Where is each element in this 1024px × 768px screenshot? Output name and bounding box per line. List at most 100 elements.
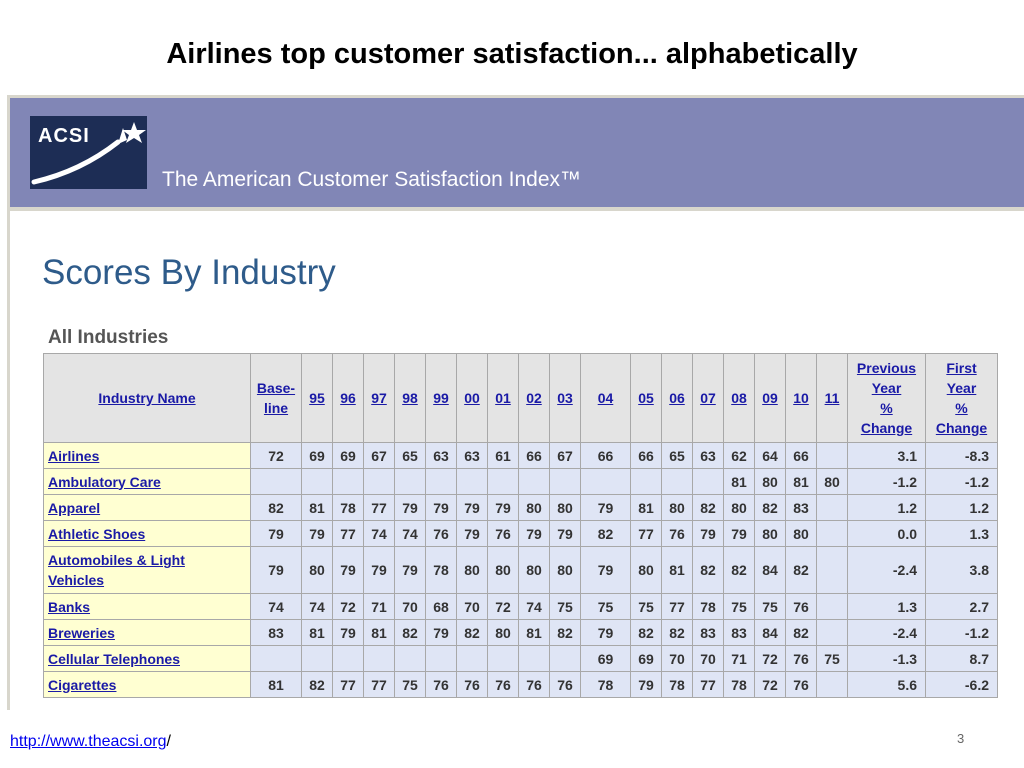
- industry-link[interactable]: Cellular Telephones: [48, 650, 180, 667]
- header-year[interactable]: 09: [754, 353, 786, 443]
- table-row: Automobiles & Light Vehicles 79 80 79 79 79 78 8…: [43, 546, 998, 594]
- header-first-line4: Change: [935, 420, 988, 436]
- sort-year-link[interactable]: 98: [402, 390, 418, 406]
- year-score-cell: [816, 619, 848, 646]
- header-year[interactable]: 06: [661, 353, 693, 443]
- year-score-cell: 77: [363, 671, 395, 698]
- sort-year-link[interactable]: 96: [340, 390, 356, 406]
- industry-name-cell: Breweries: [43, 619, 251, 646]
- sort-year-link[interactable]: 05: [638, 390, 654, 406]
- year-score-cell: [549, 645, 581, 672]
- header-baseline[interactable]: Base-line: [250, 353, 302, 443]
- header-year[interactable]: 98: [394, 353, 426, 443]
- industry-link[interactable]: Apparel: [48, 499, 101, 516]
- sort-year-link[interactable]: 02: [526, 390, 542, 406]
- industry-name-line2: Vehicles: [48, 572, 105, 588]
- year-score-cell: 76: [487, 520, 519, 547]
- sort-year-link[interactable]: 11: [824, 390, 840, 406]
- header-year[interactable]: 07: [692, 353, 724, 443]
- previous-year-change-cell: 5.6: [847, 671, 926, 698]
- industry-link[interactable]: Ambulatory Care: [48, 473, 161, 490]
- industry-name-cell: Apparel: [43, 494, 251, 521]
- sort-year-link[interactable]: 01: [495, 390, 511, 406]
- industry-link[interactable]: Banks: [48, 598, 91, 615]
- year-score-cell: 71: [363, 593, 395, 620]
- header-year[interactable]: 02: [518, 353, 550, 443]
- previous-year-change-cell: 3.1: [847, 442, 926, 469]
- header-year[interactable]: 04: [580, 353, 631, 443]
- acsi-website-link[interactable]: http://www.theacsi.org: [10, 733, 167, 750]
- header-year[interactable]: 96: [332, 353, 364, 443]
- year-score-cell: 79: [394, 494, 426, 521]
- sort-year-link[interactable]: 99: [433, 390, 449, 406]
- year-score-cell: 81: [785, 468, 817, 495]
- header-year[interactable]: 05: [630, 353, 662, 443]
- industry-name-cell: Ambulatory Care: [43, 468, 251, 495]
- sort-year-link[interactable]: 08: [731, 390, 747, 406]
- year-score-cell: 66: [518, 442, 550, 469]
- year-score-cell: 79: [580, 619, 631, 646]
- year-score-cell: 64: [754, 442, 786, 469]
- header-first-year-change[interactable]: First Year% Change: [925, 353, 998, 443]
- header-year[interactable]: 10: [785, 353, 817, 443]
- header-industry-name[interactable]: Industry Name: [43, 353, 251, 443]
- year-score-cell: 76: [785, 671, 817, 698]
- industry-name-cell: Automobiles & Light Vehicles: [43, 546, 251, 594]
- header-year[interactable]: 03: [549, 353, 581, 443]
- year-score-cell: 66: [580, 442, 631, 469]
- year-score-cell: 69: [301, 442, 333, 469]
- industry-link[interactable]: Cigarettes: [48, 676, 117, 693]
- sort-year-link[interactable]: 00: [464, 390, 480, 406]
- year-score-cell: 66: [785, 442, 817, 469]
- sort-previous-change-link[interactable]: Previous Year% Change: [848, 358, 925, 438]
- industry-link[interactable]: Breweries: [48, 624, 115, 641]
- industry-link[interactable]: Athletic Shoes: [48, 525, 146, 542]
- header-year[interactable]: 99: [425, 353, 457, 443]
- year-score-cell: 74: [363, 520, 395, 547]
- table-row: Cellular Telephones 69 69 70 70 71 72 76 75 -1.3 8…: [43, 645, 998, 672]
- year-score-cell: 82: [723, 546, 755, 594]
- sort-year-link[interactable]: 95: [309, 390, 325, 406]
- sort-baseline-link[interactable]: Base-line: [251, 378, 301, 418]
- previous-year-change-cell: -1.2: [847, 468, 926, 495]
- sort-year-link[interactable]: 04: [597, 390, 614, 406]
- year-score-cell: 81: [363, 619, 395, 646]
- header-row: Industry Name Base-line 95 96 97 98 99 0…: [43, 353, 998, 443]
- sort-year-link[interactable]: 06: [669, 390, 685, 406]
- year-score-cell: 82: [661, 619, 693, 646]
- industry-link[interactable]: Airlines: [48, 447, 100, 464]
- year-score-cell: 79: [580, 546, 631, 594]
- year-score-cell: 78: [580, 671, 631, 698]
- header-year[interactable]: 01: [487, 353, 519, 443]
- acsi-logo[interactable]: ACSI: [30, 116, 147, 189]
- year-score-cell: 80: [549, 546, 581, 594]
- industry-name-cell: Athletic Shoes: [43, 520, 251, 547]
- year-score-cell: 75: [394, 671, 426, 698]
- year-score-cell: 68: [425, 593, 457, 620]
- header-year[interactable]: 08: [723, 353, 755, 443]
- year-score-cell: 80: [549, 494, 581, 521]
- sort-year-link[interactable]: 10: [793, 390, 809, 406]
- header-year[interactable]: 95: [301, 353, 333, 443]
- year-score-cell: 80: [487, 546, 519, 594]
- table-body: Airlines 72 69 69 67 65 63 63 61 66 67 66 66 65 63 62 64…: [43, 442, 998, 698]
- year-score-cell: 76: [487, 671, 519, 698]
- baseline-cell: 83: [250, 619, 302, 646]
- header-prev-line3: %: [880, 400, 893, 416]
- first-year-change-cell: 1.2: [925, 494, 998, 521]
- year-score-cell: 80: [723, 494, 755, 521]
- sort-year-link[interactable]: 03: [557, 390, 573, 406]
- sort-year-link[interactable]: 09: [762, 390, 778, 406]
- sort-first-change-link[interactable]: First Year% Change: [926, 358, 997, 438]
- year-score-cell: 83: [692, 619, 724, 646]
- baseline-cell: 81: [250, 671, 302, 698]
- header-year[interactable]: 00: [456, 353, 488, 443]
- header-year[interactable]: 97: [363, 353, 395, 443]
- sort-year-link[interactable]: 07: [700, 390, 716, 406]
- sort-industry-link[interactable]: Industry Name: [98, 390, 196, 406]
- industry-link[interactable]: Automobiles & Light Vehicles: [48, 552, 185, 588]
- year-score-cell: 76: [785, 593, 817, 620]
- header-year[interactable]: 11: [816, 353, 848, 443]
- header-previous-year-change[interactable]: Previous Year% Change: [847, 353, 926, 443]
- sort-year-link[interactable]: 97: [371, 390, 387, 406]
